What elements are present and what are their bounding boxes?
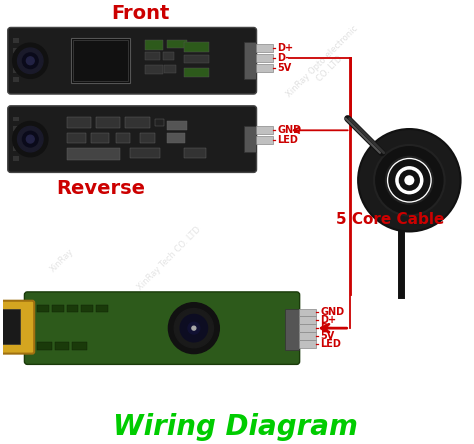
Bar	[66, 148, 120, 160]
FancyBboxPatch shape	[0, 301, 34, 353]
Bar	[299, 340, 316, 348]
Bar	[66, 133, 86, 143]
Bar	[244, 127, 255, 152]
Bar	[184, 55, 209, 63]
Circle shape	[18, 48, 43, 74]
Bar	[37, 342, 52, 350]
Bar	[0, 309, 20, 344]
Bar	[299, 332, 316, 340]
Bar	[73, 40, 128, 81]
Circle shape	[174, 309, 213, 348]
Circle shape	[168, 303, 219, 353]
Bar	[155, 119, 164, 127]
Text: Front: Front	[111, 4, 169, 23]
Bar	[91, 133, 109, 143]
Bar	[66, 305, 78, 313]
Bar	[145, 52, 160, 60]
Bar	[299, 324, 316, 332]
Bar	[52, 305, 64, 313]
Bar	[13, 117, 18, 122]
Bar	[184, 67, 209, 77]
Circle shape	[27, 57, 34, 65]
Bar	[255, 44, 273, 52]
Text: 5V: 5V	[277, 63, 292, 73]
Bar	[72, 38, 130, 83]
Circle shape	[27, 135, 34, 143]
Bar	[130, 148, 160, 158]
Text: D-: D-	[320, 323, 332, 333]
Circle shape	[390, 161, 429, 200]
Bar	[13, 77, 18, 82]
Bar	[55, 342, 70, 350]
Bar	[73, 342, 87, 350]
Bar	[96, 117, 120, 128]
Bar	[299, 317, 316, 324]
Bar	[96, 305, 108, 313]
Text: D-: D-	[277, 53, 289, 63]
FancyBboxPatch shape	[8, 28, 256, 94]
Text: LED: LED	[320, 339, 341, 349]
Bar	[145, 40, 163, 50]
Bar	[81, 305, 93, 313]
Bar	[163, 52, 174, 60]
Bar	[116, 133, 130, 143]
Bar	[37, 305, 49, 313]
Text: D+: D+	[277, 43, 293, 53]
Text: Wiring Diagram: Wiring Diagram	[112, 413, 357, 441]
Bar	[140, 133, 155, 143]
Text: XinRay: XinRay	[48, 247, 75, 274]
FancyBboxPatch shape	[25, 292, 300, 365]
Bar	[184, 148, 206, 158]
Text: 5V: 5V	[320, 331, 335, 341]
Bar	[255, 127, 273, 134]
Bar	[167, 40, 187, 48]
Text: D+: D+	[320, 315, 337, 325]
Bar	[13, 38, 18, 43]
Circle shape	[188, 322, 200, 334]
Text: GND: GND	[277, 125, 301, 135]
Bar	[184, 42, 209, 52]
Bar	[299, 309, 316, 317]
Bar	[145, 65, 163, 75]
Bar	[13, 48, 18, 53]
Text: Reverse: Reverse	[56, 179, 146, 198]
Circle shape	[18, 127, 43, 152]
Bar	[13, 67, 18, 72]
Text: LED: LED	[277, 135, 298, 145]
Bar	[13, 136, 18, 141]
Bar	[13, 58, 18, 63]
Bar	[255, 63, 273, 71]
Text: 5 Core Cable: 5 Core Cable	[336, 212, 444, 226]
Circle shape	[22, 131, 38, 147]
Text: GND: GND	[320, 308, 344, 317]
Bar	[13, 156, 18, 161]
Bar	[164, 65, 176, 72]
Circle shape	[13, 122, 48, 157]
Bar	[244, 42, 255, 79]
Bar	[125, 117, 150, 128]
Circle shape	[22, 53, 38, 68]
Bar	[13, 146, 18, 151]
Circle shape	[400, 170, 419, 190]
Bar	[255, 136, 273, 144]
FancyBboxPatch shape	[8, 106, 256, 172]
Bar	[167, 120, 187, 130]
Bar	[285, 309, 299, 350]
Bar	[66, 117, 91, 128]
Bar	[255, 54, 273, 62]
Circle shape	[192, 326, 196, 330]
Text: XinRay Tech CO. LTD: XinRay Tech CO. LTD	[136, 225, 203, 292]
Text: XinRay Opto-electronic
CO. LTD: XinRay Opto-electronic CO. LTD	[285, 24, 367, 106]
Bar	[13, 127, 18, 131]
Circle shape	[13, 43, 48, 79]
Bar	[167, 133, 185, 143]
Circle shape	[180, 314, 208, 342]
